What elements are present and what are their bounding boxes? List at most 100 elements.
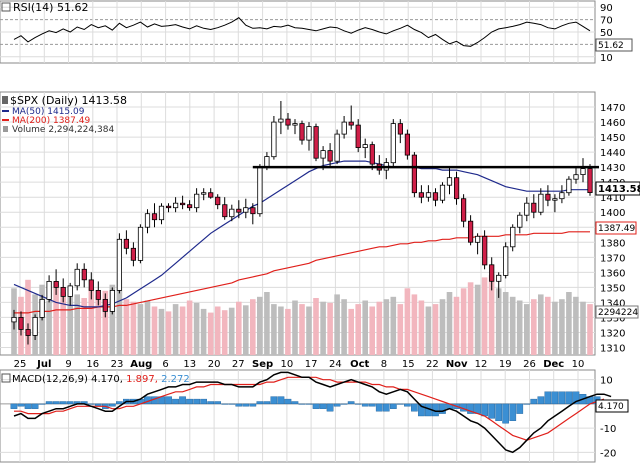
macd-histogram-bar (242, 403, 250, 407)
macd-histogram-bar (481, 403, 489, 417)
x-axis-label: 13 (183, 359, 196, 370)
macd-title-main: MACD(12,26,9) 4.170, (12, 374, 123, 385)
candle-body (341, 121, 347, 135)
volume-bar (411, 294, 418, 355)
macd-histogram-bar (256, 401, 264, 405)
volume-bar (313, 298, 319, 355)
x-axis-label: Sep (252, 359, 273, 370)
price-axis-label: 1360 (600, 268, 625, 279)
macd-axis-label: -20 (600, 448, 616, 459)
candle-body (215, 196, 221, 206)
macd-histogram-bar (474, 403, 481, 414)
candle-body (482, 235, 488, 266)
volume-bar (383, 299, 390, 355)
macd-histogram-bar (404, 403, 411, 407)
macd-histogram-bar (333, 403, 341, 407)
rsi-value-tag-box (595, 38, 633, 52)
candle-body (432, 192, 439, 201)
macd-title-signal: 1.897, (123, 374, 158, 385)
candle-body (81, 268, 87, 281)
volume-bar (559, 299, 565, 355)
volume-bar (151, 306, 158, 355)
candle-body (587, 168, 593, 194)
price-axis-label: 1350 (600, 283, 625, 294)
macd-histogram-bar (544, 391, 552, 405)
rsi-line (13, 17, 591, 47)
price-axis-label: 1320 (600, 328, 625, 339)
volume-bar (243, 305, 249, 355)
volume-value-tag: 2294224 (595, 305, 639, 319)
macd-histogram-bar (488, 403, 496, 419)
volume-bar (341, 299, 347, 355)
volume-bar (299, 304, 305, 355)
macd-histogram-bar (537, 396, 545, 405)
candle-body (503, 246, 509, 276)
macd-value-tag: 4.170 (595, 399, 629, 413)
ma200-value-tag-text: 1387.49 (598, 224, 635, 234)
candle-body (137, 226, 144, 261)
volume-bar (355, 304, 361, 355)
price-axis-label: 1430 (600, 163, 625, 174)
macd-histogram-bar (179, 396, 186, 405)
candle-body (566, 178, 572, 194)
volume-bar (376, 301, 383, 355)
x-axis-label: 15 (402, 359, 415, 370)
candle-body (243, 207, 249, 213)
volume-bar (348, 308, 354, 355)
volume-bar (516, 300, 523, 355)
macd-histogram-bar (186, 398, 193, 405)
x-axis-label: 9 (65, 359, 71, 370)
volume-bar (524, 304, 530, 355)
x-axis-label: 10 (281, 359, 294, 370)
candlestick-layer (11, 101, 599, 345)
macd-histogram-bar (59, 401, 67, 405)
candle-body (151, 213, 158, 221)
candle-body (552, 198, 558, 201)
macd-histogram-bar (572, 391, 580, 405)
macd-histogram-bar (411, 403, 418, 412)
price-legend-marker (2, 96, 8, 104)
volume-bar (158, 308, 165, 355)
candle-body (32, 316, 38, 336)
candle-body (130, 247, 136, 261)
macd-histogram-bar (368, 403, 376, 407)
volume-bar (179, 306, 186, 355)
candle-body (18, 316, 24, 330)
volume-value-tag-box (595, 305, 639, 319)
candle-body (467, 220, 474, 243)
candle-body (313, 126, 319, 159)
macd-title: MACD(12,26,9) 4.170, 1.897, 2.272 (12, 374, 190, 385)
volume-bar (334, 294, 340, 355)
volume-bar (446, 292, 453, 355)
volume-bar (587, 304, 593, 355)
candle-body (348, 121, 354, 126)
volume-bar (130, 301, 137, 355)
x-axis-label: 26 (523, 359, 536, 370)
candle-body (453, 177, 460, 200)
candle-body (250, 207, 256, 215)
candle-body (446, 177, 453, 186)
volume-bar (362, 300, 368, 355)
candle-body (334, 133, 340, 162)
volume-bar (566, 292, 572, 355)
macd-histogram-bar (277, 396, 285, 405)
candle-body (229, 208, 235, 218)
candle-body (292, 123, 298, 126)
macd-line (13, 371, 612, 454)
rsi-title: RSI(14) 51.62 (13, 1, 88, 14)
macd-histogram-bar (418, 403, 425, 417)
volume-bar (573, 296, 579, 355)
macd-histogram-bar (495, 403, 503, 421)
volume-bar (474, 284, 481, 355)
volume-bar (25, 279, 31, 355)
macd-histogram-bar (361, 403, 369, 407)
price-title: $SPX (Daily) 1413.58 (10, 94, 127, 107)
candle-body (545, 193, 551, 201)
macd-histogram-bar (66, 401, 74, 405)
volume-bar (397, 304, 404, 355)
candle-body (531, 202, 537, 213)
x-axis-label: 6 (162, 359, 168, 370)
candle-body (418, 192, 425, 198)
